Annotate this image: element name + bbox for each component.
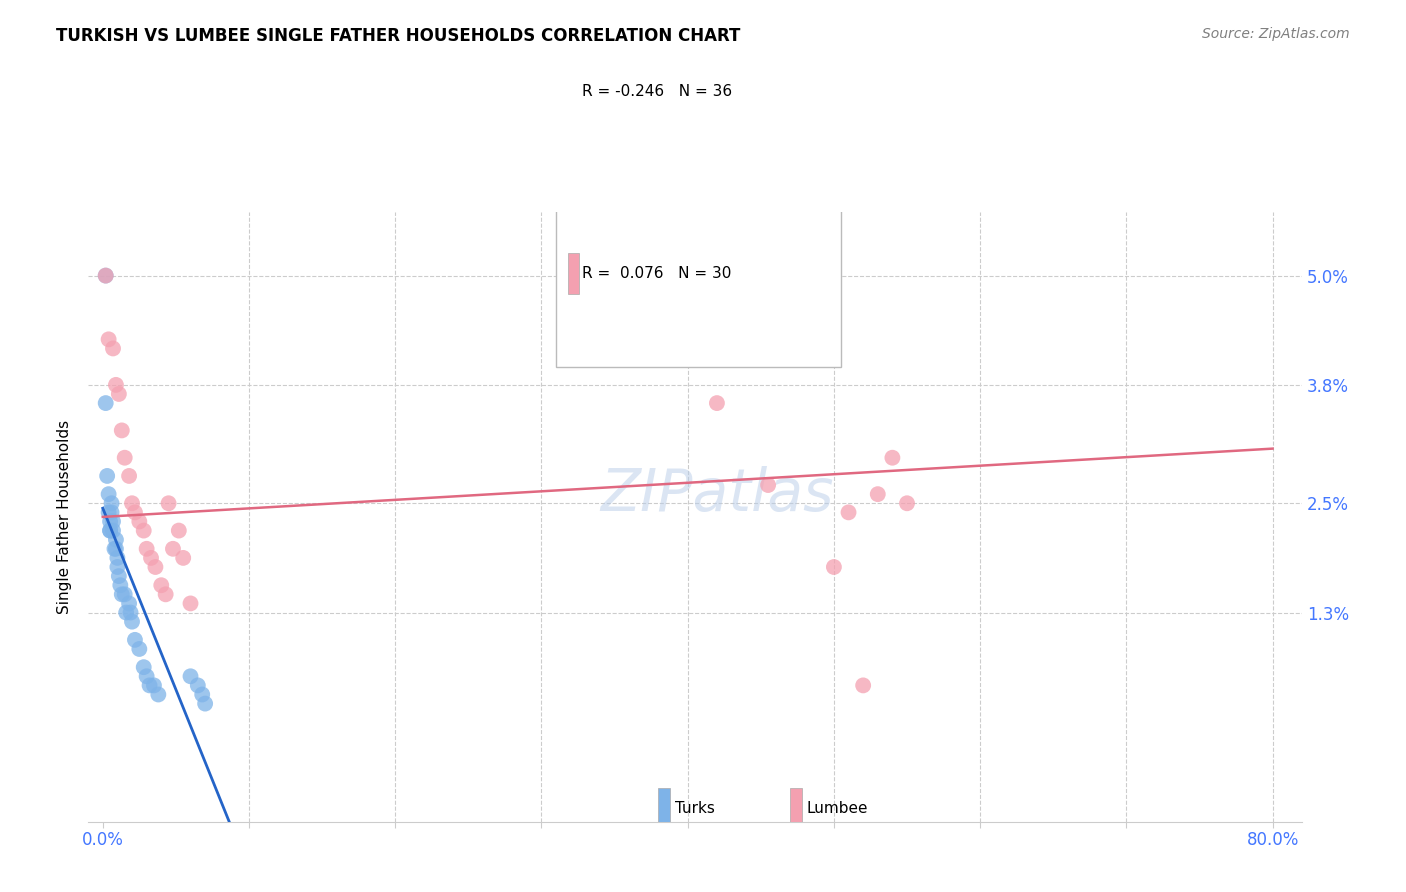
Point <box>823 560 845 574</box>
Text: 80.0%: 80.0% <box>1246 831 1299 849</box>
Point <box>101 524 124 538</box>
FancyBboxPatch shape <box>557 0 841 367</box>
Point <box>194 697 217 711</box>
Bar <box>568 70 579 112</box>
Point <box>128 515 150 529</box>
Bar <box>790 788 801 827</box>
Point <box>103 541 125 556</box>
Text: ZIPatlas: ZIPatlas <box>600 466 834 523</box>
Point <box>105 560 128 574</box>
Point <box>139 550 162 565</box>
Point <box>105 550 128 565</box>
Point <box>115 606 138 620</box>
Point <box>94 268 117 283</box>
Point <box>172 550 194 565</box>
Point <box>135 669 157 683</box>
Point <box>100 496 122 510</box>
Point <box>191 688 214 702</box>
Text: TURKISH VS LUMBEE SINGLE FATHER HOUSEHOLDS CORRELATION CHART: TURKISH VS LUMBEE SINGLE FATHER HOUSEHOL… <box>56 27 741 45</box>
Point <box>114 587 136 601</box>
Point <box>111 424 134 438</box>
Point <box>706 396 728 410</box>
Point <box>101 515 124 529</box>
Point <box>135 541 157 556</box>
Point <box>138 678 160 692</box>
Point <box>132 524 155 538</box>
Point <box>124 632 146 647</box>
Point <box>124 505 146 519</box>
Point <box>167 524 190 538</box>
Point <box>108 387 131 401</box>
Point <box>142 678 165 692</box>
Point <box>852 678 875 692</box>
Bar <box>568 252 579 293</box>
Point <box>98 515 121 529</box>
Point <box>104 377 127 392</box>
Point <box>118 469 141 483</box>
Text: Turks: Turks <box>675 801 714 816</box>
Point <box>882 450 904 465</box>
Point <box>94 396 117 410</box>
Point <box>121 615 143 629</box>
Point <box>98 524 121 538</box>
Point <box>104 541 127 556</box>
Point <box>104 533 127 547</box>
Point <box>98 524 121 538</box>
Point <box>94 268 117 283</box>
Point <box>111 587 134 601</box>
Point <box>100 505 122 519</box>
Bar <box>658 788 671 827</box>
Point <box>838 505 860 519</box>
Point <box>121 496 143 510</box>
Point <box>101 342 124 356</box>
Point <box>97 332 120 346</box>
Point <box>128 642 150 657</box>
Point <box>114 450 136 465</box>
Text: Source: ZipAtlas.com: Source: ZipAtlas.com <box>1202 27 1350 41</box>
Point <box>756 478 779 492</box>
Point <box>179 596 201 610</box>
Point <box>132 660 155 674</box>
Text: R =  0.076   N = 30: R = 0.076 N = 30 <box>582 266 731 281</box>
Point <box>97 505 120 519</box>
Text: R = -0.246   N = 36: R = -0.246 N = 36 <box>582 84 733 99</box>
Point <box>108 569 131 583</box>
Point <box>162 541 184 556</box>
Text: 0.0%: 0.0% <box>82 831 124 849</box>
Point <box>150 578 173 592</box>
Point <box>866 487 889 501</box>
Point <box>148 688 170 702</box>
Point <box>120 606 142 620</box>
Point <box>97 487 120 501</box>
Point <box>145 560 167 574</box>
Point <box>179 669 201 683</box>
Point <box>187 678 209 692</box>
Point <box>118 596 141 610</box>
Point <box>96 469 118 483</box>
Point <box>155 587 177 601</box>
Point <box>896 496 918 510</box>
Y-axis label: Single Father Households: Single Father Households <box>58 420 72 614</box>
Point <box>110 578 132 592</box>
Point <box>157 496 180 510</box>
Text: Lumbee: Lumbee <box>806 801 868 816</box>
